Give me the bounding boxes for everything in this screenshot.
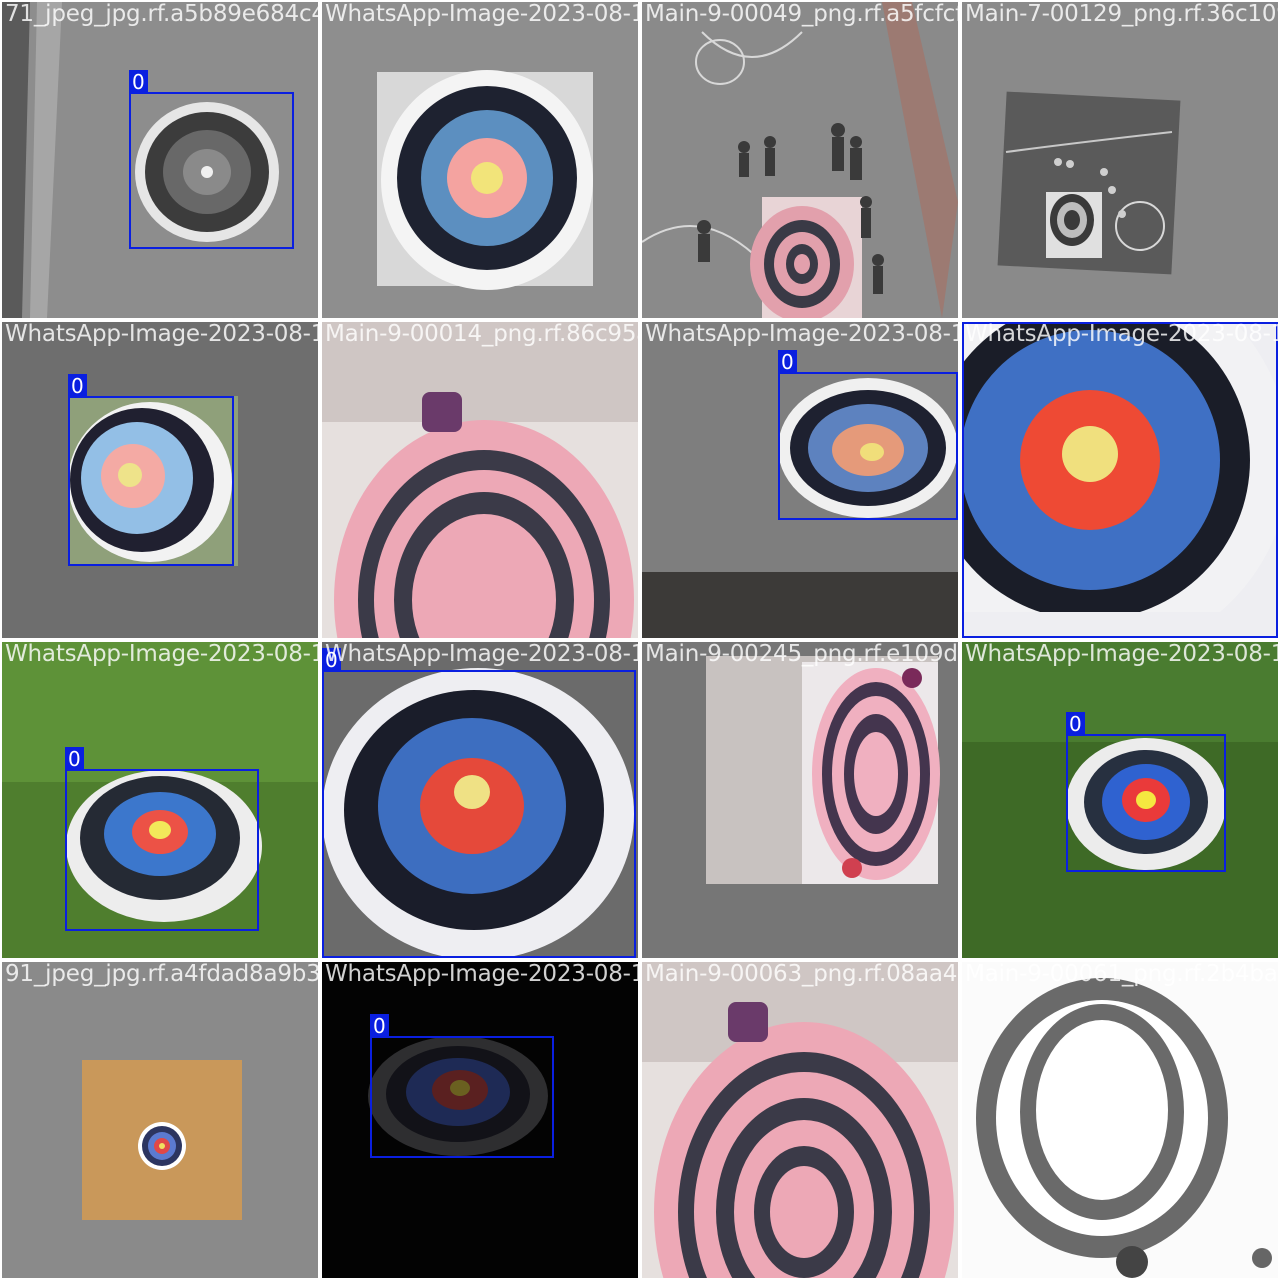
class-label: 0 bbox=[322, 648, 341, 672]
tile-image bbox=[962, 962, 1278, 1278]
tile-image bbox=[642, 642, 958, 958]
tile-image bbox=[2, 2, 318, 318]
tile-image bbox=[322, 322, 638, 638]
bbox bbox=[778, 372, 958, 520]
mosaic-tile[interactable]: 0 WhatsApp-Image-2023-08-18 bbox=[962, 322, 1278, 638]
mosaic-tile[interactable]: 0 WhatsApp-Image-2023-08-18 bbox=[322, 962, 638, 1278]
mosaic-tile[interactable]: 0 WhatsApp-Image-2023-08-18-at-19.23.50 bbox=[2, 322, 318, 638]
class-label: 0 bbox=[370, 1014, 389, 1038]
mosaic-tile[interactable]: 0 WhatsApp-Image-2023-08-18-at-19.34.04 bbox=[322, 642, 638, 958]
tile-image bbox=[2, 642, 318, 958]
mosaic-tile[interactable]: 91_jpeg_jpg.rf.a4fdad8a9b3c28e8f6f9b75ef bbox=[2, 962, 318, 1278]
bbox bbox=[129, 92, 294, 249]
mosaic-tile[interactable]: Main-9-00014_png.rf.86c95a5f5f08208d4ce4 bbox=[322, 322, 638, 638]
class-label: 0 bbox=[1066, 712, 1085, 736]
bbox bbox=[322, 670, 636, 958]
bbox bbox=[65, 769, 259, 931]
bbox bbox=[962, 322, 1278, 638]
mosaic-tile[interactable]: 0 WhatsApp-Image-2023-08-19-at-19.34.04 bbox=[2, 642, 318, 958]
bbox bbox=[68, 396, 234, 566]
tile-image bbox=[322, 2, 638, 318]
mosaic-tile[interactable]: WhatsApp-Image-2023-08-18-at-19.06.09 bbox=[322, 2, 638, 318]
class-label: 0 bbox=[68, 374, 87, 398]
tile-image bbox=[2, 962, 318, 1278]
class-label: 0 bbox=[962, 322, 981, 324]
class-label: 0 bbox=[129, 70, 148, 94]
tile-image bbox=[962, 322, 1278, 638]
mosaic-tile[interactable]: 0 71_jpeg_jpg.rf.a5b89e684c4f0cc1b630d56… bbox=[2, 2, 318, 318]
tile-image bbox=[642, 2, 958, 318]
mosaic-tile[interactable]: 0 WhatsApp-Image-2023-08-1 bbox=[962, 642, 1278, 958]
tile-image bbox=[642, 322, 958, 638]
class-label: 0 bbox=[778, 350, 797, 374]
tile-image bbox=[2, 322, 318, 638]
bbox bbox=[370, 1036, 554, 1158]
mosaic-tile[interactable]: Main-7-00129_png.rf.36c109 bbox=[962, 2, 1278, 318]
mosaic-tile[interactable]: Main-9-00061_png.rf.2b4ba bbox=[962, 962, 1278, 1278]
mosaic-tile[interactable]: 0 WhatsApp-Image-2023-08-18-at-19.33.48 bbox=[642, 322, 958, 638]
mosaic-tile[interactable]: Main-9-00063_png.rf.08aa4386c9120662f49 bbox=[642, 962, 958, 1278]
mosaic-tile[interactable]: Main-9-00245_png.rf.e109d41f52535a64f1c7… bbox=[642, 642, 958, 958]
class-label: 0 bbox=[65, 747, 84, 771]
mosaic-tile[interactable]: Main-9-00049_png.rf.a5fcfcf1f9ed7e4f3629 bbox=[642, 2, 958, 318]
tile-image bbox=[962, 2, 1278, 318]
bbox bbox=[1066, 734, 1226, 872]
tile-image bbox=[322, 642, 638, 958]
tile-image bbox=[642, 962, 958, 1278]
